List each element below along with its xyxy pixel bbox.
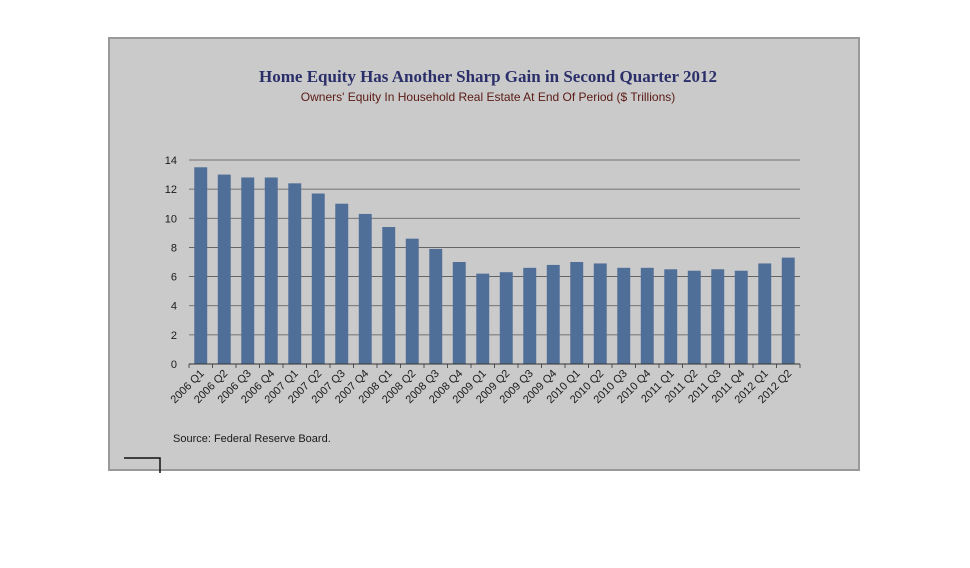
- bar: [617, 267, 631, 364]
- bar: [593, 263, 607, 364]
- bar: [711, 269, 725, 364]
- bar: [217, 174, 231, 364]
- bar: [241, 177, 255, 364]
- bar: [288, 183, 302, 364]
- corner-marker: [124, 457, 161, 473]
- bar: [523, 267, 537, 364]
- y-tick-label: 12: [165, 184, 177, 196]
- bar: [664, 269, 678, 364]
- bar: [311, 193, 325, 364]
- bar: [405, 238, 419, 364]
- bar: [264, 177, 278, 364]
- chart-subtitle: Owners' Equity In Household Real Estate …: [301, 90, 675, 104]
- source-note: Source: Federal Reserve Board.: [173, 433, 331, 445]
- bars: [194, 167, 795, 364]
- bar: [781, 257, 795, 364]
- y-tick-label: 8: [171, 242, 177, 254]
- bar: [499, 272, 513, 364]
- bar: [335, 203, 349, 364]
- bar: [382, 227, 396, 364]
- bar: [570, 262, 584, 364]
- bar: [358, 213, 372, 364]
- chart-title: Home Equity Has Another Sharp Gain in Se…: [259, 67, 717, 86]
- y-tick-label: 0: [171, 359, 177, 371]
- chart-frame: [108, 37, 860, 471]
- bar: [687, 270, 701, 364]
- y-axis-ticks: 0 2 4 6 8 10 12 14: [165, 155, 177, 371]
- y-tick-label: 4: [171, 301, 177, 313]
- bar: [429, 248, 443, 364]
- y-tick-label: 6: [171, 272, 177, 284]
- bar: [546, 264, 560, 364]
- bar: [734, 270, 748, 364]
- bar: [758, 263, 772, 364]
- bar: [476, 273, 490, 364]
- y-tick-label: 2: [171, 330, 177, 342]
- y-tick-label: 14: [165, 155, 177, 167]
- y-tick-label: 10: [165, 213, 177, 225]
- bar: [194, 167, 208, 364]
- bar: [640, 267, 654, 364]
- gridlines: [189, 159, 800, 365]
- bar: [452, 262, 466, 364]
